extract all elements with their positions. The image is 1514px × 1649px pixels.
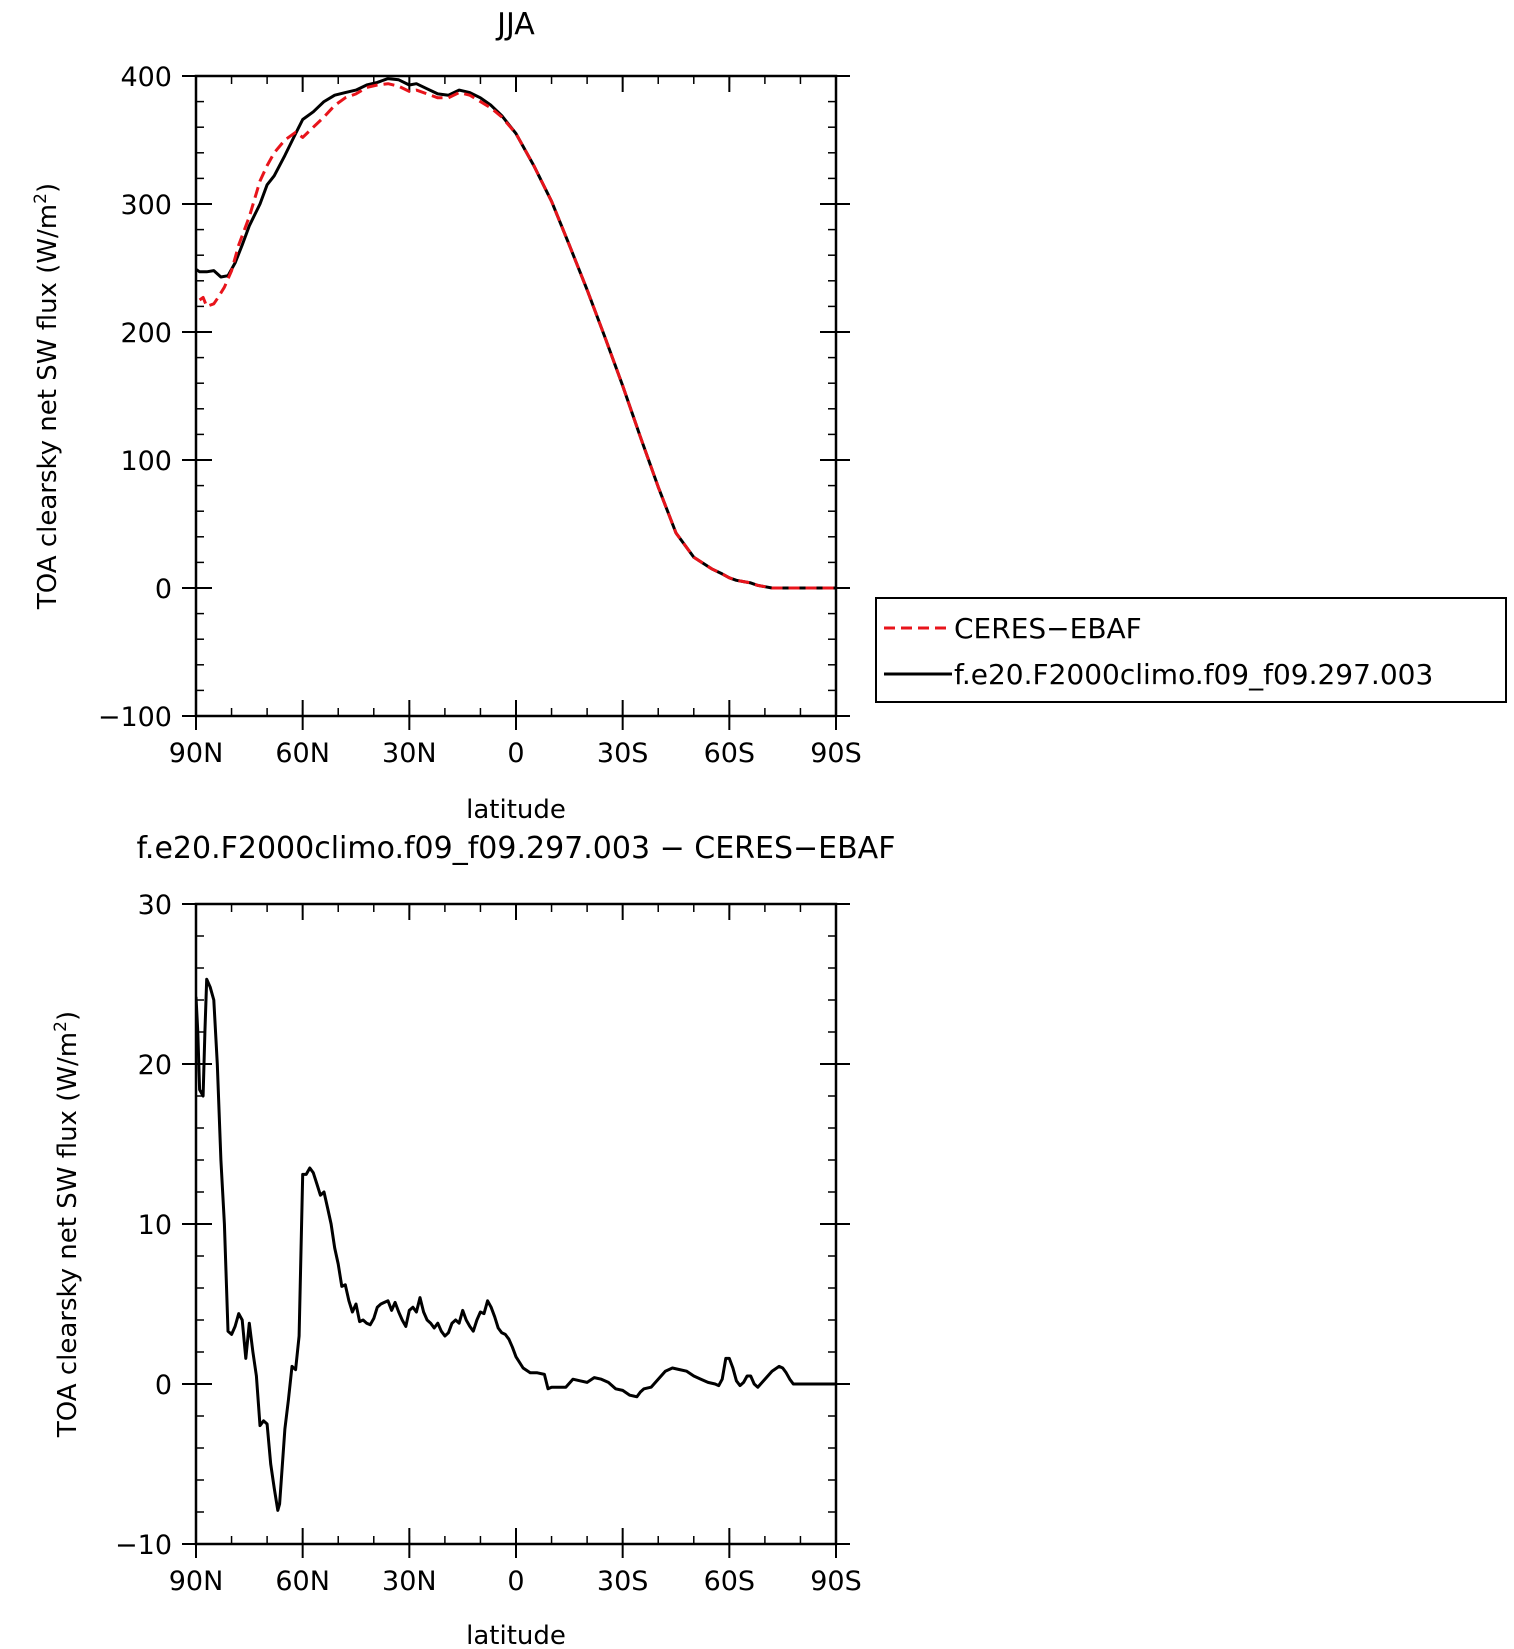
x-axis-label: latitude (466, 795, 566, 825)
chart-title: JJA (495, 7, 535, 42)
x-tick-label: 60N (275, 738, 330, 769)
y-tick-label: 400 (120, 62, 172, 93)
y-tick-label: 0 (155, 1370, 172, 1401)
x-tick-label: 90S (810, 738, 862, 769)
series-line (196, 977, 836, 1512)
y-tick-label: 200 (120, 318, 172, 349)
y-tick-label: 30 (138, 890, 172, 921)
y-axis-label-main: TOA clearsky net SW flux (W/m (53, 1032, 83, 1438)
y-axis-label-end: ) (33, 183, 63, 193)
y-tick-label: 0 (155, 574, 172, 605)
x-axis-label: latitude (466, 1621, 566, 1649)
x-tick-label: 60S (704, 1566, 756, 1597)
x-tick-label: 30N (382, 1566, 437, 1597)
x-tick-label: 60N (275, 1566, 330, 1597)
y-axis-label-sup: 2 (31, 193, 51, 204)
y-tick-label: 300 (120, 190, 172, 221)
chart-panel-1: JJA 90N 60N 30N 0 30S 60S 90S −100 0 100 200 300 400 l… (31, 7, 1507, 825)
x-tick-label: 60S (704, 738, 756, 769)
legend: CERES−EBAF f.e20.F2000climo.f09_f09.297.0… (875, 597, 1507, 703)
x-tick-label: 0 (507, 1566, 524, 1597)
y-axis-label: TOA clearsky net SW flux (W/m2) (51, 1011, 83, 1438)
x-tick-label: 30N (382, 738, 437, 769)
legend-box (875, 597, 1507, 703)
y-tick-label: 100 (120, 446, 172, 477)
series-line (196, 77, 836, 590)
x-tick-label: 90S (810, 1566, 862, 1597)
x-tick-label: 30S (597, 1566, 649, 1597)
legend-label: CERES−EBAF (954, 612, 1142, 645)
legend-label: f.e20.F2000climo.f09_f09.297.003 (954, 658, 1433, 691)
chart-title: f.e20.F2000climo.f09_f09.297.003 − CERES… (137, 831, 896, 866)
y-tick-label: 10 (138, 1210, 172, 1241)
x-tick-label: 30S (597, 738, 649, 769)
x-tick-label: 0 (507, 738, 524, 769)
y-tick-label: −10 (115, 1530, 172, 1561)
plot-frame (194, 902, 838, 1546)
y-tick-label: 20 (138, 1050, 172, 1081)
chart-panel-2: f.e20.F2000climo.f09_f09.297.003 − CERES… (51, 831, 895, 1649)
plot-frame (194, 74, 838, 718)
y-axis-label: TOA clearsky net SW flux (W/m2) (31, 183, 63, 610)
y-tick-label: −100 (98, 702, 172, 733)
x-tick-label: 90N (169, 738, 224, 769)
y-axis-label-main: TOA clearsky net SW flux (W/m (33, 204, 63, 610)
y-axis-label-sup: 2 (51, 1021, 71, 1032)
series-line (198, 82, 836, 590)
x-tick-label: 90N (169, 1566, 224, 1597)
y-axis-label-end: ) (53, 1011, 83, 1021)
